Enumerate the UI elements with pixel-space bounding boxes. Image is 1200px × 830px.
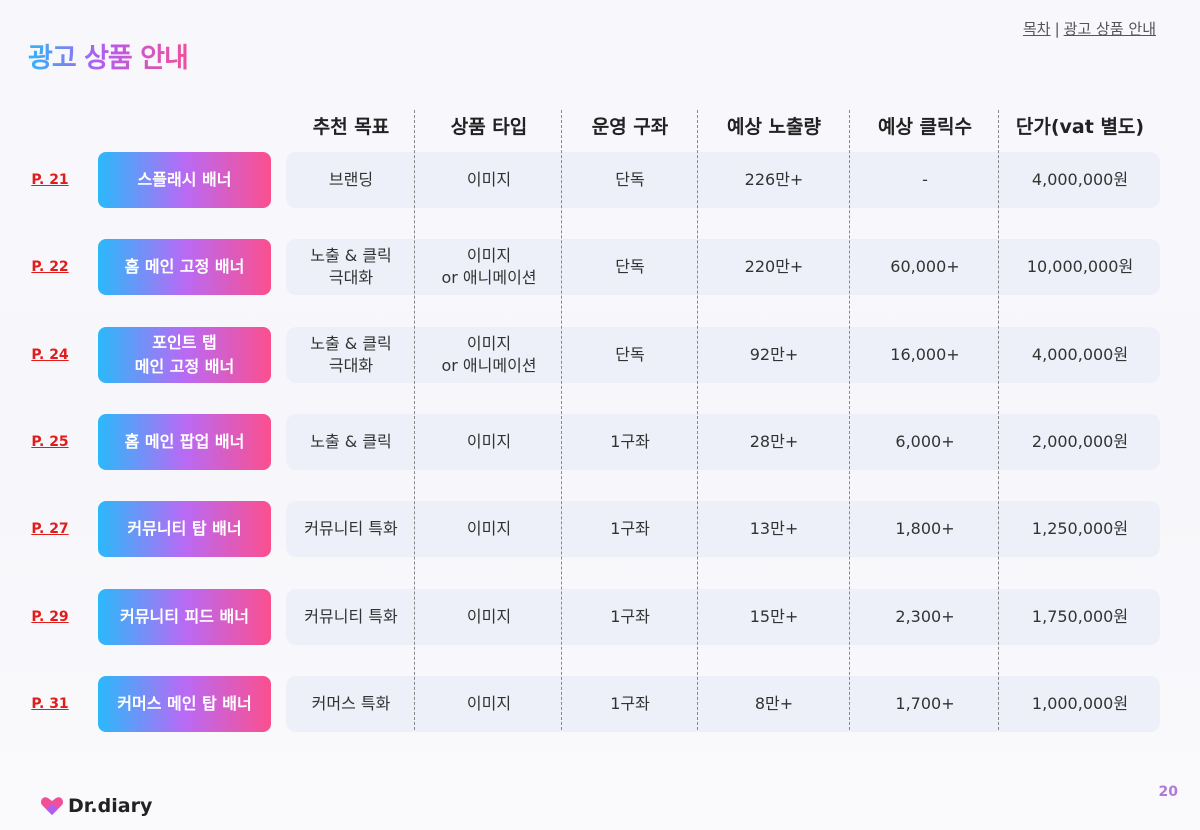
cell-price: 10,000,000원: [1026, 257, 1134, 276]
cell-goal: 커머스 특화: [311, 694, 391, 713]
cell-price: 1,750,000원: [1031, 607, 1129, 626]
cell-goal: 노출 & 클릭 극대화: [310, 334, 392, 375]
cell-price: 4,000,000원: [1031, 345, 1129, 364]
product-name-button[interactable]: 홈 메인 고정 배너: [98, 239, 271, 295]
breadcrumb-current-link[interactable]: 광고 상품 안내: [1063, 20, 1156, 38]
cell-price: 4,000,000원: [1031, 170, 1129, 189]
cell-slot: 단독: [615, 257, 645, 276]
cell-slot: 단독: [615, 170, 645, 189]
product-name-button[interactable]: 홈 메인 팝업 배너: [98, 414, 271, 470]
cell-impressions: 28만+: [749, 432, 799, 451]
column-divider: [697, 110, 698, 730]
logo-text: Dr.diary: [68, 795, 153, 817]
table-row: [286, 239, 1160, 295]
cell-clicks: 6,000+: [895, 432, 955, 451]
cell-clicks: 1,700+: [895, 694, 955, 713]
page-title: 광고 상품 안내: [28, 36, 189, 75]
cell-goal: 커뮤니티 특화: [304, 607, 398, 626]
page-reference-link[interactable]: P. 21: [31, 172, 69, 188]
cell-price: 1,000,000원: [1031, 694, 1129, 713]
cell-type: 이미지: [466, 519, 512, 538]
column-divider: [849, 110, 850, 730]
cell-slot: 1구좌: [610, 607, 650, 626]
table-row: [286, 414, 1160, 470]
table-row: [286, 501, 1160, 557]
cell-price: 2,000,000원: [1031, 432, 1129, 451]
table-row: [286, 589, 1160, 645]
cell-goal: 노출 & 클릭 극대화: [310, 246, 392, 287]
breadcrumb-separator: |: [1054, 20, 1060, 38]
column-header-goal: 추천 목표: [312, 116, 390, 138]
cell-type: 이미지: [466, 694, 512, 713]
cell-clicks: 1,800+: [895, 519, 955, 538]
page-reference-link[interactable]: P. 24: [31, 347, 69, 363]
column-header-clicks: 예상 클릭수: [877, 116, 972, 138]
logo: Dr.diary: [40, 795, 152, 817]
column-divider: [414, 110, 415, 730]
cell-type: 이미지 or 애니메이션: [441, 246, 537, 287]
product-name-button[interactable]: 커뮤니티 탑 배너: [98, 501, 271, 557]
cell-type: 이미지: [466, 607, 512, 626]
cell-slot: 1구좌: [610, 432, 650, 451]
product-name-button[interactable]: 커머스 메인 탑 배너: [98, 676, 271, 732]
column-header-type: 상품 타입: [450, 116, 528, 138]
page-number: 20: [1158, 784, 1178, 800]
page-reference-link[interactable]: P. 25: [31, 434, 69, 450]
cell-clicks: 2,300+: [895, 607, 955, 626]
cell-price: 1,250,000원: [1031, 519, 1129, 538]
table-row: [286, 676, 1160, 732]
column-divider: [998, 110, 999, 730]
column-header-impressions: 예상 노출량: [726, 116, 821, 138]
product-name-button[interactable]: 포인트 탭 메인 고정 배너: [98, 327, 271, 383]
cell-impressions: 220만+: [744, 257, 804, 276]
cell-impressions: 15만+: [749, 607, 799, 626]
cell-slot: 1구좌: [610, 694, 650, 713]
column-header-slot: 운영 구좌: [591, 116, 669, 138]
cell-impressions: 8만+: [754, 694, 794, 713]
product-name-button[interactable]: 커뮤니티 피드 배너: [98, 589, 271, 645]
table-row: [286, 152, 1160, 208]
cell-impressions: 92만+: [749, 345, 799, 364]
cell-goal: 커뮤니티 특화: [304, 519, 398, 538]
table-row: [286, 327, 1160, 383]
cell-goal: 노출 & 클릭: [310, 432, 392, 451]
breadcrumb-toc-link[interactable]: 목차: [1022, 20, 1051, 38]
cell-impressions: 13만+: [749, 519, 799, 538]
cell-clicks: -: [922, 170, 928, 189]
cell-type: 이미지: [466, 170, 512, 189]
product-name-button[interactable]: 스플래시 배너: [98, 152, 271, 208]
column-divider: [561, 110, 562, 730]
cell-slot: 단독: [615, 345, 645, 364]
page-reference-link[interactable]: P. 29: [31, 609, 69, 625]
cell-slot: 1구좌: [610, 519, 650, 538]
cell-clicks: 16,000+: [890, 345, 960, 364]
cell-goal: 브랜딩: [328, 170, 374, 189]
column-header-price: 단가(vat 별도): [1015, 116, 1145, 138]
page-reference-link[interactable]: P. 31: [31, 696, 69, 712]
cell-clicks: 60,000+: [890, 257, 960, 276]
cell-type: 이미지 or 애니메이션: [441, 334, 537, 375]
page-reference-link[interactable]: P. 27: [31, 521, 69, 537]
page-reference-link[interactable]: P. 22: [31, 259, 69, 275]
breadcrumb: 목차 | 광고 상품 안내: [1023, 18, 1156, 39]
cell-type: 이미지: [466, 432, 512, 451]
cell-impressions: 226만+: [744, 170, 804, 189]
heart-logo-icon: [40, 797, 64, 815]
